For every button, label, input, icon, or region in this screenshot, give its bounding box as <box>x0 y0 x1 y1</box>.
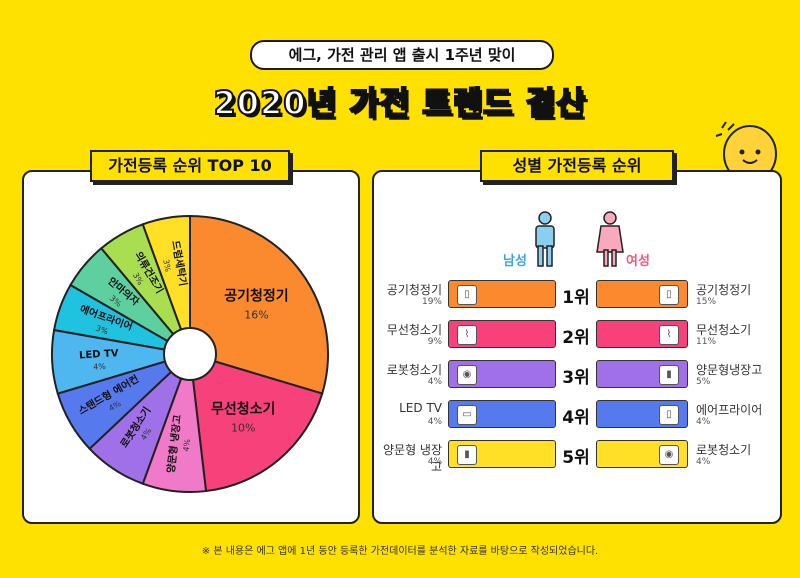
female-item-pct: 4% <box>696 457 711 467</box>
female-bar: ▮ <box>596 360 688 388</box>
male-item-label: 양문형 냉장고 <box>382 443 442 474</box>
pie-slice-pct: 16% <box>244 309 268 322</box>
subtitle-pill: 에그, 가전 관리 앱 출시 1주년 맞이 <box>250 40 554 70</box>
female-item-pct: 11% <box>696 337 717 347</box>
rank-label: 1위 <box>562 288 590 308</box>
male-item-pct: 4% <box>427 457 442 467</box>
rank-label: 3위 <box>562 368 590 388</box>
pie-slice-pct: 4% <box>182 438 192 452</box>
gender-tab-label: 성별 가전등록 순위 <box>480 150 674 182</box>
male-item-label: 무선청소기 <box>386 323 442 337</box>
pie-slice <box>189 214 329 395</box>
appliance-icon: ◉ <box>659 445 679 465</box>
pie-slice-label: 무선청소기 <box>211 401 275 417</box>
pie-slice-pct: 4% <box>93 362 107 372</box>
male-item-pct: 4% <box>427 377 442 387</box>
female-item-label: 무선청소기 <box>696 323 752 337</box>
female-bar: ▯ <box>596 400 688 428</box>
appliance-icon: ▮ <box>659 365 679 385</box>
appliance-icon: ▮ <box>457 445 477 465</box>
female-label: 여성 <box>626 254 650 269</box>
rank-label: 4위 <box>562 408 590 428</box>
female-item-label: 로봇청소기 <box>696 443 752 457</box>
appliance-icon: ▯ <box>659 405 679 425</box>
pie-slice-pct: 3% <box>161 259 172 273</box>
female-item-pct: 5% <box>696 377 711 387</box>
pie-slice-label: LED TV <box>79 348 119 361</box>
male-item-label: 공기청정기 <box>386 283 442 297</box>
pie-center-hole <box>163 327 217 381</box>
male-bar: ▮ <box>448 440 556 468</box>
male-item-label: LED TV <box>399 401 442 415</box>
appliance-icon: ▯ <box>457 285 477 305</box>
female-item-label: 에어프라이어 <box>696 403 763 417</box>
pie-slice-label: 공기청정기 <box>224 288 288 305</box>
male-item-pct: 9% <box>427 337 442 347</box>
male-bar: ▯ <box>448 280 556 308</box>
appliance-icon: ▯ <box>659 285 679 305</box>
male-bar: ◉ <box>448 360 556 388</box>
male-bar: ⌇ <box>448 320 556 348</box>
pie-slice <box>188 352 324 493</box>
male-item-pct: 19% <box>421 297 442 307</box>
rank-label: 2위 <box>562 328 590 348</box>
appliance-icon: ◉ <box>457 365 477 385</box>
female-item-pct: 4% <box>696 417 711 427</box>
female-bar: ◉ <box>596 440 688 468</box>
male-bar: ▭ <box>448 400 556 428</box>
female-item-pct: 15% <box>696 297 717 307</box>
male-item-label: 로봇청소기 <box>386 363 442 377</box>
male-item-pct: 4% <box>427 417 442 427</box>
pie-slice-pct: 10% <box>231 421 255 434</box>
gender-panel <box>372 170 782 524</box>
male-figure-icon <box>535 211 555 267</box>
male-label: 남성 <box>503 254 527 269</box>
appliance-icon: ⌇ <box>659 325 679 345</box>
pie-slice <box>141 214 191 355</box>
rank-label: 5위 <box>562 448 590 468</box>
page-title: 2020년 가전 트렌드 결산 <box>212 83 587 123</box>
appliance-icon: ▭ <box>457 405 477 425</box>
footer-note: ※ 본 내용은 에그 앱에 1년 동안 등록한 가전데이터를 분석한 자료를 바… <box>201 546 599 557</box>
top10-tab-label: 가전등록 순위 TOP 10 <box>90 150 290 182</box>
appliance-icon: ⌇ <box>457 325 477 345</box>
female-figure-icon <box>596 211 624 267</box>
female-bar: ▯ <box>596 280 688 308</box>
pie-slice-pct: 3% <box>94 323 109 336</box>
female-item-label: 양문형냉장고 <box>696 363 763 377</box>
female-item-label: 공기청정기 <box>696 283 752 297</box>
egg-mascot-icon <box>715 121 777 178</box>
female-bar: ⌇ <box>596 320 688 348</box>
